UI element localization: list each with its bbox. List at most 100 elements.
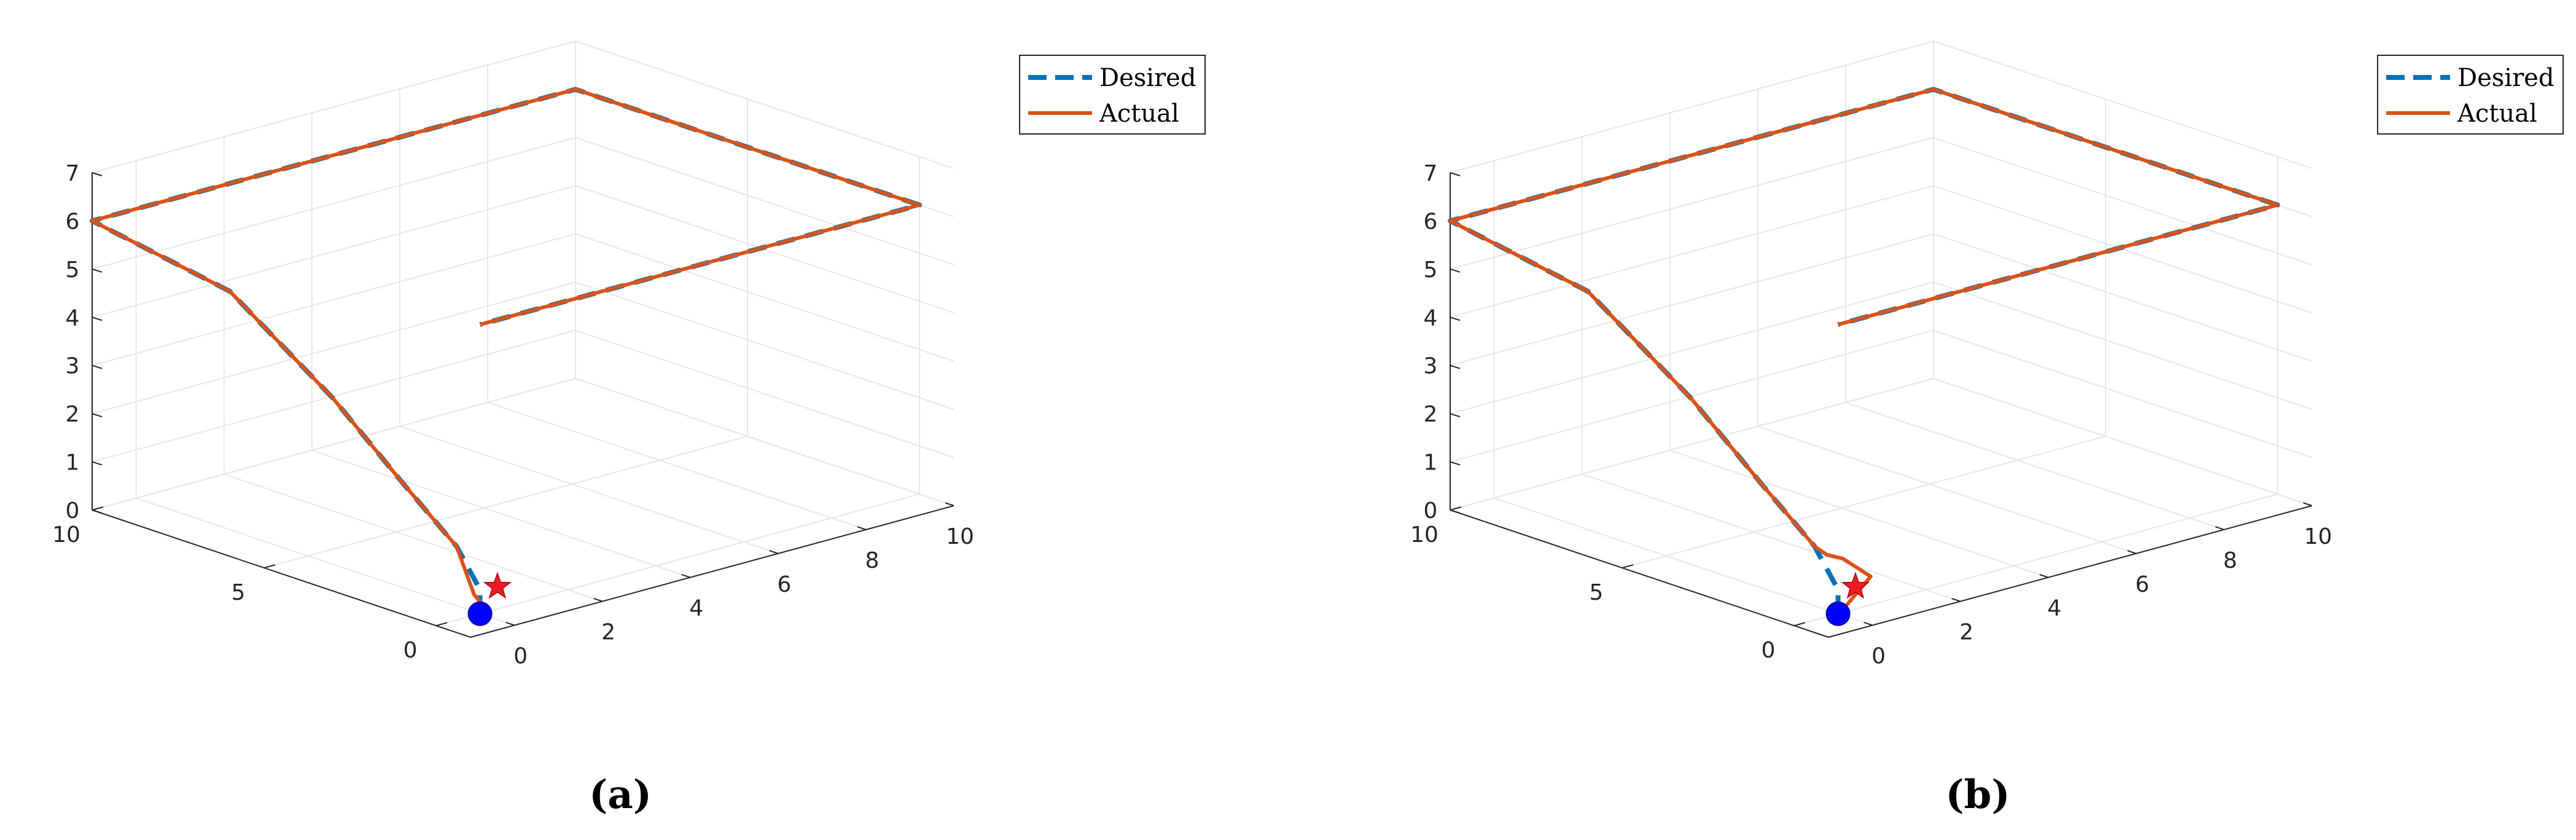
y-tick-label: 0 [404, 638, 418, 663]
series-line-desired [90, 87, 922, 614]
legend: Desired Actual [2377, 55, 2564, 135]
target-marker-star [1841, 571, 1870, 599]
grid-line [92, 41, 576, 173]
z-tick-label: 1 [66, 450, 80, 476]
legend-entry-actual: Actual [2457, 100, 2537, 128]
grid-line [92, 378, 576, 511]
grid-line [1793, 493, 2278, 627]
grid-line [399, 425, 779, 554]
z-tick [92, 172, 103, 176]
x-tick [2039, 574, 2049, 578]
legend-box [1019, 55, 1206, 135]
grid-line [1933, 281, 2313, 410]
z-tick-label: 0 [66, 498, 80, 524]
z-tick [92, 268, 103, 273]
z-tick-label: 7 [66, 161, 80, 186]
grid-line [224, 473, 603, 602]
z-tick-label: 4 [1424, 305, 1438, 331]
grid-line [92, 233, 576, 366]
x-tick-label: 8 [865, 548, 879, 573]
x-tick-label: 6 [777, 572, 791, 597]
z-tick-label: 3 [66, 354, 80, 379]
z-tick-label: 0 [1424, 498, 1438, 524]
z-tick-label: 2 [66, 402, 80, 427]
z-tick-label: 5 [1424, 257, 1438, 283]
series-group [1448, 87, 2280, 616]
x-tick [1951, 597, 1961, 602]
z-tick [1450, 268, 1461, 273]
grid-line [1450, 185, 1934, 318]
x-tick-label: 6 [2135, 572, 2149, 597]
grid-line [1757, 425, 2137, 554]
grid-line [92, 281, 576, 415]
x-tick-label: 2 [601, 620, 615, 645]
z-tick-label: 6 [1424, 209, 1438, 234]
legend-box [2377, 55, 2564, 135]
grid-line [1494, 497, 1873, 626]
z-tick [1450, 364, 1461, 369]
legend-entry-desired: Desired [2457, 64, 2554, 92]
x-tick [2215, 526, 2225, 530]
x-tick [2303, 502, 2313, 506]
z-tick [1450, 172, 1461, 176]
grid-line [1933, 378, 2313, 506]
panel-label: (b) [1945, 772, 2010, 818]
grid-line [575, 41, 954, 169]
grid-line [1933, 41, 2313, 169]
x-tick-label: 4 [689, 596, 703, 621]
x-tick-label: 8 [2223, 548, 2237, 573]
z-tick-label: 5 [66, 257, 80, 283]
z-tick-label: 6 [66, 209, 80, 234]
x-tick-label: 4 [2047, 596, 2061, 621]
grid-line [435, 493, 920, 627]
z-tick-label: 7 [1424, 161, 1438, 186]
series-line-desired [1448, 87, 2280, 614]
z-tick [1450, 461, 1461, 466]
legend: Desired Actual [1019, 55, 1206, 135]
z-tick [1450, 509, 1461, 514]
grid-line [311, 449, 691, 578]
x-tick [857, 526, 867, 530]
y-tick [1793, 622, 1806, 627]
x-tick [681, 574, 691, 578]
x-tick [505, 621, 515, 626]
z-tick [92, 461, 103, 466]
start-marker-circle [467, 601, 493, 626]
y-tick [92, 506, 104, 511]
z-tick [92, 509, 103, 514]
grid-line [1933, 329, 2313, 458]
y-tick [263, 564, 276, 569]
y-tick-label: 5 [232, 580, 246, 605]
x-tick-label: 0 [1872, 644, 1886, 669]
series-line-actual [90, 87, 921, 616]
series-group [90, 87, 922, 616]
grid-line [575, 281, 954, 410]
x-tick-label: 2 [1959, 620, 1973, 645]
x-axis-line [470, 505, 954, 638]
y-tick [435, 622, 448, 627]
grid-line [92, 136, 576, 270]
legend-entry-desired: Desired [1099, 64, 1196, 92]
y-tick-label: 0 [1762, 638, 1776, 663]
grid-line [92, 185, 576, 318]
y-tick [1622, 564, 1634, 569]
y-axis-line [92, 509, 471, 638]
x-tick [1864, 621, 1873, 626]
grid-line [575, 233, 954, 362]
grid [1450, 41, 2313, 627]
y-tick-label: 10 [52, 522, 80, 548]
z-tick-label: 2 [1424, 402, 1438, 427]
z-tick-label: 1 [1424, 450, 1438, 476]
grid-line [136, 497, 515, 626]
grid-line [1933, 233, 2313, 362]
grid [92, 41, 954, 627]
x-tick-label: 0 [513, 644, 528, 669]
grid-line [575, 136, 954, 265]
grid-line [263, 436, 748, 569]
x-tick-label: 10 [2304, 524, 2332, 549]
